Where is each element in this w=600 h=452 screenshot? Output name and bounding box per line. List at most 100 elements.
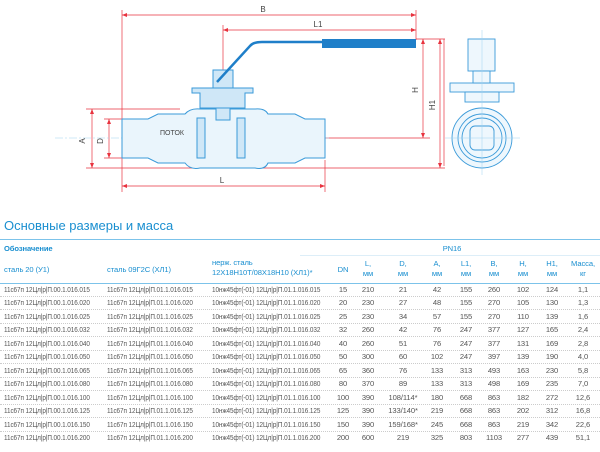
cell-designation-steel09: 11с67п 12Цл|р|П.01.1.016.040 xyxy=(107,338,193,348)
header-l-line1: L, xyxy=(364,259,372,268)
header-l-line2: мм xyxy=(362,269,374,278)
cell-l1: 155 xyxy=(459,285,473,294)
cell-l: 370 xyxy=(361,379,375,389)
cell-designation-stainless: 10нж45фт(-01) 12Цл|р|П.01.1.016.150 xyxy=(212,419,321,429)
header-h-line2: мм xyxy=(517,269,529,278)
handle-grip xyxy=(322,39,416,48)
cell-designation-steel20: 11с67п 12Цл|р|П.00.1.016.015 xyxy=(4,285,90,294)
header-l: L, мм xyxy=(363,259,373,279)
cell-h1: 139 xyxy=(545,311,559,321)
designation-label: Обозначение xyxy=(4,244,53,253)
cell-designation-steel09: 11с67п 12Цл|р|П.01.1.016.200 xyxy=(107,432,193,442)
cell-dn: 15 xyxy=(338,285,348,294)
dim-label-l1: L1 xyxy=(314,20,323,29)
cell-designation-steel09: 11с67п 12Цл|р|П.01.1.016.150 xyxy=(107,419,193,429)
cell-designation-steel09: 11с67п 12Цл|р|П.01.1.016.125 xyxy=(107,406,193,416)
cell-b: 260 xyxy=(487,285,501,294)
cell-l: 230 xyxy=(361,311,375,321)
cell-a: 325 xyxy=(430,432,444,442)
cell-h: 219 xyxy=(516,419,530,429)
cell-d: 51 xyxy=(398,338,408,348)
cell-dn: 100 xyxy=(336,392,350,402)
cell-b: 1103 xyxy=(486,432,502,442)
cell-h1: 130 xyxy=(545,298,559,308)
cell-a: 245 xyxy=(430,419,444,429)
section-title: Основные размеры и масса xyxy=(4,218,174,233)
cell-b: 270 xyxy=(487,298,501,308)
cell-mass: 1,1 xyxy=(577,285,589,294)
cell-a: 133 xyxy=(430,379,444,389)
cell-d: 133/140* xyxy=(388,406,418,416)
header-mass-line1: Масса, xyxy=(571,259,595,268)
cell-h: 127 xyxy=(516,325,530,335)
row-divider xyxy=(0,390,600,392)
header-d: D, мм xyxy=(398,259,408,279)
cell-designation-steel09: 11с67п 12Цл|р|П.01.1.016.100 xyxy=(107,392,193,402)
row-divider xyxy=(0,363,600,365)
divider xyxy=(0,283,600,284)
cell-b: 377 xyxy=(487,325,501,335)
cell-dn: 80 xyxy=(338,379,348,389)
cell-l1: 668 xyxy=(459,419,473,429)
cell-designation-stainless: 10нж45фт(-01) 12Цл|р|П.01.1.016.080 xyxy=(212,379,321,389)
header-a-line1: A, xyxy=(433,259,441,268)
row-divider xyxy=(0,349,600,351)
cell-designation-stainless: 10нж45фт(-01) 12Цл|р|П.01.1.016.065 xyxy=(212,365,321,375)
cell-d: 21 xyxy=(398,285,408,294)
cell-d: 34 xyxy=(398,311,408,321)
cell-h1: 165 xyxy=(545,325,559,335)
header-steel09: сталь 09Г2С (ХЛ1) xyxy=(107,265,171,274)
cell-designation-steel09: 11с67п 12Цл|р|П.01.1.016.025 xyxy=(107,311,193,321)
header-d-line2: мм xyxy=(397,269,409,278)
row-divider xyxy=(0,309,600,311)
cell-dn: 125 xyxy=(336,406,350,416)
cell-designation-steel09: 11с67п 12Цл|р|П.01.1.016.020 xyxy=(107,298,193,308)
cell-h1: 439 xyxy=(545,432,559,442)
cell-h: 110 xyxy=(517,311,529,321)
cell-dn: 65 xyxy=(338,365,348,375)
cell-l: 600 xyxy=(361,432,375,442)
cell-d: 42 xyxy=(398,325,408,335)
cell-h: 202 xyxy=(516,406,530,416)
header-l1-line2: мм xyxy=(460,269,472,278)
cell-designation-stainless: 10нж45фт(-01) 12Цл|р|П.01.1.016.050 xyxy=(212,352,321,362)
cell-h: 131 xyxy=(516,338,530,348)
cell-designation-steel20: 11с67п 12Цл|р|П.00.1.016.125 xyxy=(4,406,90,416)
cell-h1: 169 xyxy=(545,338,559,348)
cell-d: 76 xyxy=(398,365,408,375)
cell-designation-steel09: 11с67п 12Цл|р|П.01.1.016.015 xyxy=(107,285,193,294)
cell-designation-steel09: 11с67п 12Цл|р|П.01.1.016.080 xyxy=(107,379,193,389)
header-h1: H1, мм xyxy=(546,259,558,279)
header-b-line1: B, xyxy=(490,259,498,268)
cell-dn: 32 xyxy=(338,325,348,335)
cell-l: 390 xyxy=(361,419,375,429)
cell-b: 270 xyxy=(487,311,501,321)
cell-l1: 803 xyxy=(459,432,473,442)
cell-designation-steel20: 11с67п 12Цл|р|П.00.1.016.050 xyxy=(4,352,90,362)
cell-designation-stainless: 10нж45фт(-01) 12Цл|р|П.01.1.016.020 xyxy=(212,298,321,308)
cell-l1: 313 xyxy=(459,365,473,375)
cell-mass: 1,6 xyxy=(577,311,589,321)
cell-a: 133 xyxy=(430,365,444,375)
header-l1-line1: L1, xyxy=(460,259,472,268)
cell-l: 390 xyxy=(361,392,375,402)
header-h1-line2: мм xyxy=(546,269,558,278)
cell-designation-stainless: 10нж45фт(-01) 12Цл|р|П.01.1.016.200 xyxy=(212,432,321,442)
cell-l1: 247 xyxy=(459,352,473,362)
cell-l1: 313 xyxy=(459,379,473,389)
header-stainless-line1: нерж. сталь xyxy=(212,258,253,267)
dim-label-h1: H1 xyxy=(428,99,437,110)
row-divider xyxy=(0,430,600,432)
cell-h1: 272 xyxy=(545,392,559,402)
cell-designation-steel09: 11с67п 12Цл|р|П.01.1.016.065 xyxy=(107,365,193,375)
cell-mass: 2,8 xyxy=(577,338,589,348)
cell-designation-steel09: 11с67п 12Цл|р|П.01.1.016.050 xyxy=(107,352,193,362)
cell-a: 48 xyxy=(432,298,442,308)
cell-d: 159/168* xyxy=(388,419,418,429)
cell-b: 493 xyxy=(487,365,501,375)
cell-l: 210 xyxy=(361,285,375,294)
header-stainless: нерж. сталь 12Х18Н10Т/08Х18Н10 (ХЛ1)* xyxy=(212,258,313,278)
cell-b: 377 xyxy=(487,338,501,348)
row-divider xyxy=(0,322,600,324)
dim-label-a: A xyxy=(78,138,87,144)
